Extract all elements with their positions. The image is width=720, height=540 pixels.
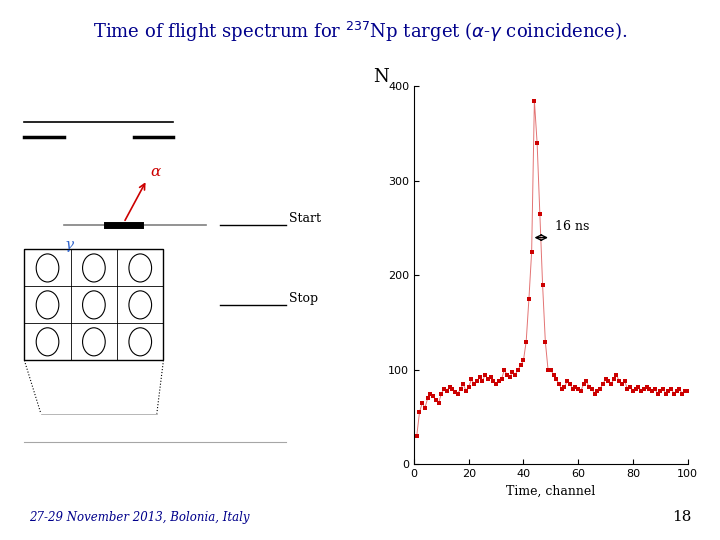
Text: Time of flight spectrum for $^{237}$Np target ($\alpha$-$\gamma$ coincidence).: Time of flight spectrum for $^{237}$Np t… (93, 21, 627, 44)
Text: 16 ns: 16 ns (555, 220, 589, 233)
X-axis label: Time, channel: Time, channel (506, 485, 595, 498)
Text: Start: Start (289, 212, 321, 225)
Text: 18: 18 (672, 510, 691, 524)
Text: α: α (150, 165, 161, 179)
Y-axis label: N: N (373, 69, 389, 86)
Text: 27-29 November 2013, Bolonia, Italy: 27-29 November 2013, Bolonia, Italy (29, 511, 249, 524)
Text: Stop: Stop (289, 292, 318, 305)
Text: γ: γ (64, 239, 73, 253)
Bar (24, 249, 163, 360)
